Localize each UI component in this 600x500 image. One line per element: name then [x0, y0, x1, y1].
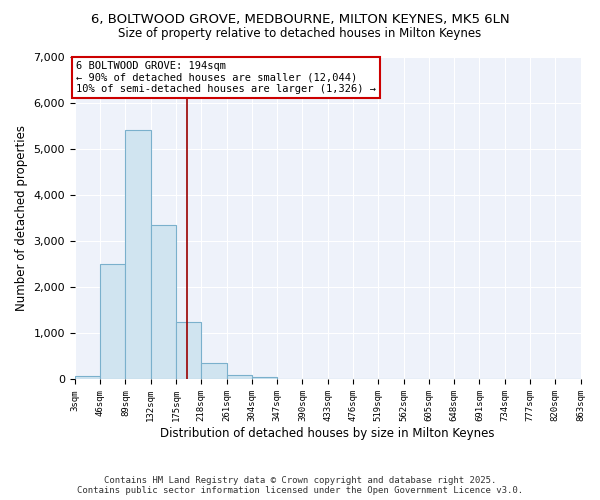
X-axis label: Distribution of detached houses by size in Milton Keynes: Distribution of detached houses by size … [160, 427, 495, 440]
Bar [227, 375, 252, 380]
Bar [202, 364, 227, 380]
Text: 6, BOLTWOOD GROVE, MEDBOURNE, MILTON KEYNES, MK5 6LN: 6, BOLTWOOD GROVE, MEDBOURNE, MILTON KEY… [91, 12, 509, 26]
Bar [75, 376, 100, 380]
Text: Size of property relative to detached houses in Milton Keynes: Size of property relative to detached ho… [118, 28, 482, 40]
Bar [100, 264, 125, 380]
Y-axis label: Number of detached properties: Number of detached properties [15, 125, 28, 311]
Bar [125, 130, 151, 380]
Bar [277, 378, 302, 380]
Text: Contains HM Land Registry data © Crown copyright and database right 2025.
Contai: Contains HM Land Registry data © Crown c… [77, 476, 523, 495]
Bar [176, 322, 202, 380]
Bar [252, 377, 277, 380]
Text: 6 BOLTWOOD GROVE: 194sqm
← 90% of detached houses are smaller (12,044)
10% of se: 6 BOLTWOOD GROVE: 194sqm ← 90% of detach… [76, 61, 376, 94]
Bar [151, 225, 176, 380]
